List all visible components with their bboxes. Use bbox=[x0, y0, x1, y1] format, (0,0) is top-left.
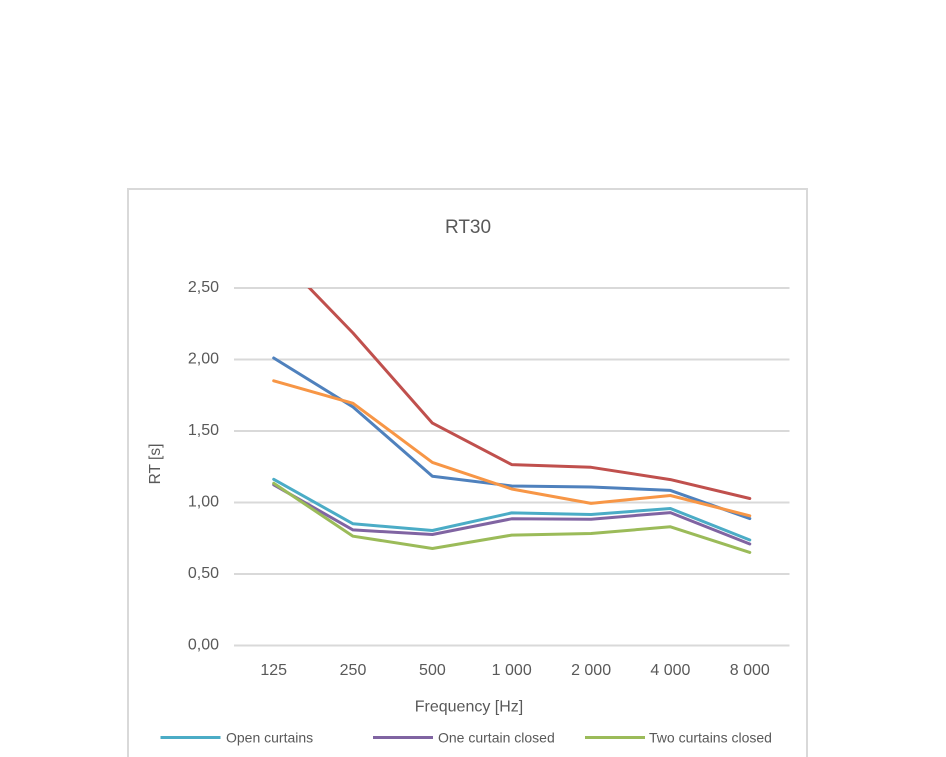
svg-text:2,00: 2,00 bbox=[188, 351, 219, 368]
svg-text:500: 500 bbox=[419, 662, 446, 679]
svg-text:One curtain closed: One curtain closed bbox=[438, 730, 555, 746]
svg-text:0,00: 0,00 bbox=[188, 637, 219, 654]
svg-text:125: 125 bbox=[260, 662, 287, 679]
svg-text:RT30: RT30 bbox=[445, 217, 491, 238]
svg-text:4 000: 4 000 bbox=[650, 662, 690, 679]
svg-text:1,50: 1,50 bbox=[188, 422, 219, 439]
svg-text:Frequency [Hz]: Frequency [Hz] bbox=[415, 699, 523, 716]
svg-text:Two curtains closed: Two curtains closed bbox=[649, 730, 772, 746]
svg-text:Open curtains: Open curtains bbox=[226, 730, 313, 746]
svg-text:8 000: 8 000 bbox=[730, 662, 770, 679]
svg-text:2,50: 2,50 bbox=[188, 279, 219, 296]
svg-text:RT [s]: RT [s] bbox=[147, 444, 164, 485]
svg-text:0,50: 0,50 bbox=[188, 565, 219, 582]
svg-text:1,00: 1,00 bbox=[188, 494, 219, 511]
svg-text:1 000: 1 000 bbox=[492, 662, 532, 679]
svg-text:2 000: 2 000 bbox=[571, 662, 611, 679]
svg-text:250: 250 bbox=[340, 662, 367, 679]
